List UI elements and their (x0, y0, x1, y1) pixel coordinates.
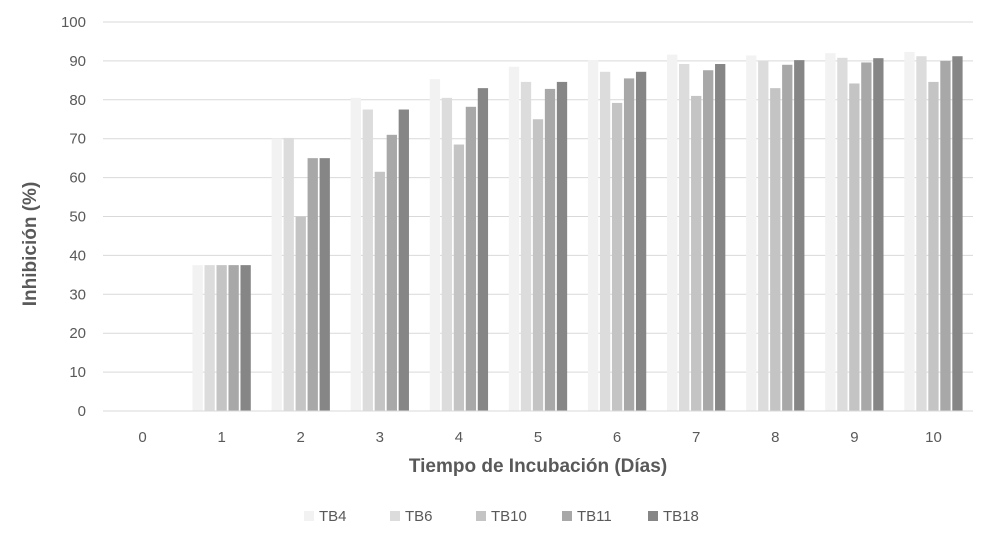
bar-tb10-day-9 (849, 83, 860, 411)
bar-tb10-day-3 (374, 171, 385, 411)
x-tick-label: 10 (925, 429, 942, 446)
legend-swatch-tb18 (648, 511, 658, 521)
bar-tb18-day-2 (319, 158, 330, 411)
x-tick-label: 2 (297, 429, 305, 446)
x-tick-label: 7 (692, 429, 700, 446)
bar-tb4-day-5 (508, 66, 520, 412)
bar-tb18-day-4 (477, 88, 489, 411)
bar-tb4-day-7 (667, 54, 678, 412)
bar-tb10-day-8 (770, 88, 781, 411)
bar-tb6-day-9 (837, 57, 848, 412)
y-tick-label: 60 (69, 170, 86, 187)
legend: TB4 TB6 TB10 TB11 TB18 (304, 508, 699, 525)
bar-tb18-day-7 (715, 64, 726, 412)
legend-label-tb6: TB6 (405, 508, 433, 525)
y-tick-label: 50 (69, 209, 86, 226)
x-axis-title: Tiempo de Incubación (Días) (409, 456, 667, 477)
bar-tb6-day-5 (520, 81, 532, 411)
x-tick-label: 9 (850, 429, 858, 446)
y-tick-label: 80 (69, 92, 86, 109)
x-tick-label: 8 (771, 429, 779, 446)
bar-tb10-day-10 (928, 81, 939, 411)
y-tick-label: 100 (61, 14, 86, 31)
bar-tb4-day-8 (746, 55, 757, 411)
bar-tb11-day-1 (228, 265, 239, 411)
bar-tb11-day-10 (940, 60, 951, 412)
x-tick-label: 0 (138, 429, 146, 446)
legend-label-tb18: TB18 (663, 508, 699, 525)
bar-tb6-day-1 (204, 265, 215, 411)
y-tick-label: 10 (69, 364, 86, 381)
bar-tb4-day-10 (904, 51, 915, 411)
legend-swatch-tb6 (390, 511, 400, 521)
legend-swatch-tb10 (476, 511, 486, 521)
y-tick-label: 0 (78, 403, 86, 420)
bar-tb10-day-5 (532, 119, 544, 411)
bar-tb6-day-10 (916, 56, 927, 412)
legend-label-tb10: TB10 (491, 508, 527, 525)
bar-tb4-day-2 (271, 138, 282, 411)
bar-tb4-day-6 (587, 60, 599, 411)
bar-tb11-day-9 (861, 62, 872, 412)
bar-tb10-day-1 (216, 265, 227, 411)
bar-tb11-day-3 (386, 134, 397, 411)
x-tick-label: 3 (376, 429, 384, 446)
bar-tb11-day-4 (465, 106, 477, 411)
bar-tb11-day-2 (307, 158, 318, 411)
y-tick-label: 40 (69, 247, 86, 264)
bar-tb11-day-5 (544, 88, 556, 412)
bar-tb18-day-8 (794, 60, 805, 411)
bar-tb18-day-6 (635, 71, 647, 412)
x-tick-label: 1 (217, 429, 225, 446)
legend-swatch-tb11 (562, 511, 572, 521)
bar-tb11-day-7 (703, 70, 714, 412)
bar-tb6-day-2 (283, 137, 294, 411)
x-tick-label: 4 (455, 429, 463, 446)
bar-tb11-day-8 (782, 64, 793, 411)
x-axis-ticks: 0 1 2 3 4 5 6 7 8 9 10 (138, 429, 941, 446)
bar-tb18-day-1 (240, 265, 251, 411)
legend-label-tb4: TB4 (319, 508, 347, 525)
bar-tb6-day-8 (758, 60, 769, 412)
bar-tb11-day-6 (623, 78, 635, 411)
y-axis-title: Inhibición (%) (20, 182, 41, 307)
bar-tb4-day-9 (825, 53, 836, 412)
bar-tb18-day-9 (873, 58, 884, 411)
bar-tb18-day-3 (398, 109, 409, 412)
legend-swatch-tb4 (304, 511, 314, 521)
bars (192, 51, 963, 412)
bar-tb4-day-3 (350, 97, 361, 411)
y-axis-ticks: 0 10 20 30 40 50 60 70 80 90 100 (61, 14, 86, 420)
y-tick-label: 30 (69, 286, 86, 303)
bar-tb18-day-10 (952, 56, 963, 412)
bar-tb10-day-6 (611, 102, 623, 412)
bar-tb18-day-5 (556, 81, 568, 411)
bar-tb4-day-1 (192, 265, 203, 411)
bar-tb10-day-2 (295, 216, 306, 411)
bar-tb6-day-3 (362, 109, 373, 412)
x-tick-label: 5 (534, 429, 542, 446)
bar-tb6-day-6 (599, 71, 611, 412)
y-tick-label: 70 (69, 131, 86, 148)
bar-tb10-day-7 (691, 95, 702, 411)
legend-label-tb11: TB11 (577, 508, 612, 525)
y-tick-label: 90 (69, 53, 86, 70)
bar-tb6-day-7 (679, 64, 690, 412)
y-tick-label: 20 (69, 325, 86, 342)
x-tick-label: 6 (613, 429, 621, 446)
bar-tb4-day-4 (429, 79, 441, 412)
bar-tb6-day-4 (441, 97, 453, 411)
bar-tb10-day-4 (453, 144, 465, 411)
